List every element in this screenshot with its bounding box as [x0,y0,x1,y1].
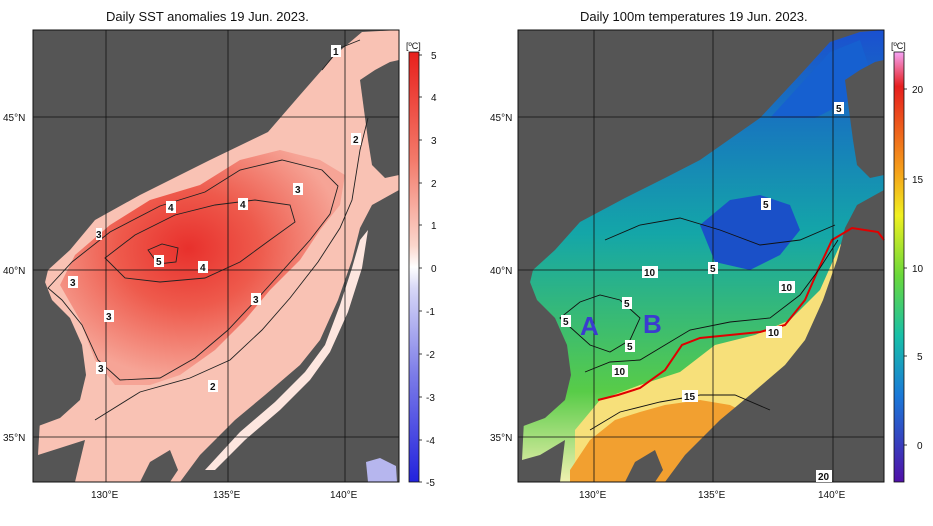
left-map-title: Daily SST anomalies 19 Jun. 2023. [106,9,309,24]
right-lon-130: 130°E [579,490,607,501]
right-cb-tick: 5 [917,352,923,363]
left-map-contour-4 [104,199,296,283]
left-map-korea [33,282,86,428]
left-map-kyushu [140,450,178,482]
right-contour-label: 5 [763,200,769,211]
right-contour-label: 5 [627,342,633,353]
left-contour-label: 4 [240,200,246,211]
left-cb-tick: 3 [431,136,437,147]
right-cb-tick: 0 [917,441,923,452]
right-lat-45: 45°N [490,113,512,124]
left-cb-tick: -3 [426,393,435,404]
right-lon-135: 135°E [698,490,726,501]
right-contour-label: 10 [644,268,656,279]
left-lon-140: 140°E [330,490,358,501]
left-contour-label: 4 [200,263,206,274]
left-map-grid [33,30,399,482]
left-contour-label: 3 [253,295,259,306]
left-map-contour-2 [94,117,369,421]
left-contour-label: 2 [353,135,359,146]
left-contour-label: 4 [168,203,174,214]
left-cb-tick: 2 [431,179,437,190]
left-cb-tick: 0 [431,264,437,275]
left-contour-label: 3 [96,230,102,241]
right-map-contour-15 [589,394,771,431]
left-contour-label: 5 [156,257,162,268]
left-contour-label: 1 [333,47,339,58]
right-contour-label: 10 [768,328,780,339]
left-contour-label: 3 [98,364,104,375]
right-map-front-line [597,226,885,401]
left-map-hokkaido [360,60,399,178]
right-map-northern-blue [770,40,870,118]
left-cb-tick: 4 [431,93,437,104]
left-cb-tick: -2 [426,350,435,361]
left-map-frame [32,29,400,483]
right-contour-label: 10 [614,367,626,378]
right-cb-tick: 20 [912,85,924,96]
right-lat-35: 35°N [490,433,512,444]
right-map-hokkaido [845,60,884,178]
right-lat-40: 40°N [490,266,512,277]
right-lon-140: 140°E [818,490,846,501]
right-cb-tick: 10 [912,264,924,275]
left-contour-label: 3 [295,185,301,196]
left-contour-labels: 1 2 3 4 4 5 4 3 3 3 3 3 2 [68,45,361,393]
left-cb-tick: -5 [426,478,435,489]
right-contour-labels: 5 5 10 5 10 5 5 5 10 10 15 20 [561,102,844,483]
left-lat-40: 40°N [3,266,25,277]
left-cb-tick: 5 [431,51,437,62]
left-contour-label: 2 [210,382,216,393]
right-contour-label: 15 [684,392,696,403]
right-cb-tick: 15 [912,175,924,186]
right-contour-label: 5 [710,264,716,275]
right-contour-label: 20 [818,472,830,483]
left-map-cold-patch [366,458,397,482]
region-label-a: A [580,311,599,341]
left-lon-130: 130°E [91,490,119,501]
right-map-cold-core [700,195,800,270]
right-map-frame [517,29,885,483]
left-cb-tick: -4 [426,436,435,447]
right-map-honshu [665,190,884,482]
left-contour-label: 3 [106,312,112,323]
left-colorbar-scale [408,51,420,483]
right-contour-label: 5 [624,299,630,310]
left-cb-tick: -1 [426,307,435,318]
right-map-contour-5 [559,294,641,353]
right-map-contour-5b [604,217,836,246]
right-map-korea [518,282,571,428]
left-colorbar: [ºC] 5 4 3 2 1 0 -1 -2 -3 -4 -5 [406,41,437,489]
right-map-title: Daily 100m temperatures 19 Jun. 2023. [580,9,808,24]
left-cb-tick: 1 [431,221,437,232]
right-colorbar-unit: [ºC] [891,41,906,51]
left-lat-35: 35°N [3,433,25,444]
left-lat-45: 45°N [3,113,25,124]
left-colorbar-unit: [ºC] [406,41,421,51]
right-colorbar-scale [893,51,905,483]
left-lon-135: 135°E [213,490,241,501]
right-colorbar: [ºC] 20 15 10 5 0 [891,41,924,483]
left-map: 45°N 40°N 35°N 130°E 135°E 140°E 1 2 3 4… [3,29,400,501]
right-map-contour-10 [584,239,839,373]
right-map-kyushu [625,450,663,482]
left-map-honshu [180,190,399,482]
right-map: 45°N 40°N 35°N 130°E 135°E 140°E 5 5 10 … [490,29,885,501]
right-contour-label: 10 [781,283,793,294]
right-contour-label: 5 [563,317,569,328]
region-label-b: B [643,309,662,339]
left-contour-label: 3 [70,278,76,289]
right-map-grid [518,30,884,482]
right-contour-label: 5 [836,104,842,115]
